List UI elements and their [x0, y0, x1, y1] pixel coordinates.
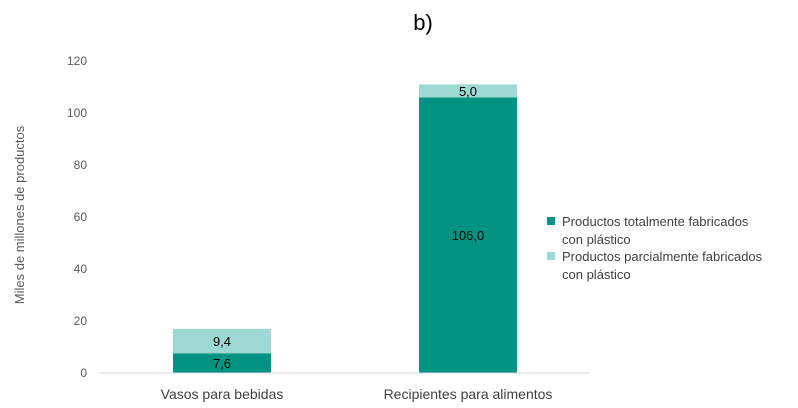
bar-segment — [419, 84, 517, 98]
y-axis-label: Miles de millones de productos — [12, 125, 27, 304]
legend-swatch — [547, 217, 555, 225]
x-category-label: Recipientes para alimentos — [384, 386, 553, 402]
x-axis-categories: Vasos para bebidas Recipientes para alime… — [161, 386, 553, 402]
data-label: 5,0 — [459, 84, 477, 99]
bar-segment — [419, 97, 517, 374]
y-tick-label: 120 — [67, 54, 87, 68]
y-axis-ticks: 0 20 40 60 80 100 120 — [67, 54, 87, 380]
x-category-label: Vasos para bebidas — [161, 386, 284, 402]
y-tick-label: 40 — [74, 262, 88, 276]
legend-label: Productos parcialmente fabricados — [562, 249, 763, 264]
y-tick-label: 20 — [74, 314, 88, 328]
legend: Productos totalmente fabricados con plást… — [547, 214, 763, 282]
legend-swatch — [547, 252, 555, 260]
data-label: 106,0 — [452, 228, 485, 243]
data-label: 7,6 — [213, 356, 231, 371]
chart-title: b) — [413, 10, 433, 35]
data-label: 9,4 — [213, 334, 231, 349]
bar-segment — [173, 353, 271, 373]
bars: 7,6 9,4 106,0 5,0 — [173, 84, 517, 374]
y-tick-label: 60 — [74, 210, 88, 224]
y-tick-label: 80 — [74, 158, 88, 172]
legend-label: con plástico — [562, 267, 631, 282]
bar-segment — [173, 328, 271, 354]
y-tick-label: 0 — [80, 366, 87, 380]
y-tick-label: 100 — [67, 106, 87, 120]
legend-label: con plástico — [562, 232, 631, 247]
legend-label: Productos totalmente fabricados — [562, 214, 749, 229]
